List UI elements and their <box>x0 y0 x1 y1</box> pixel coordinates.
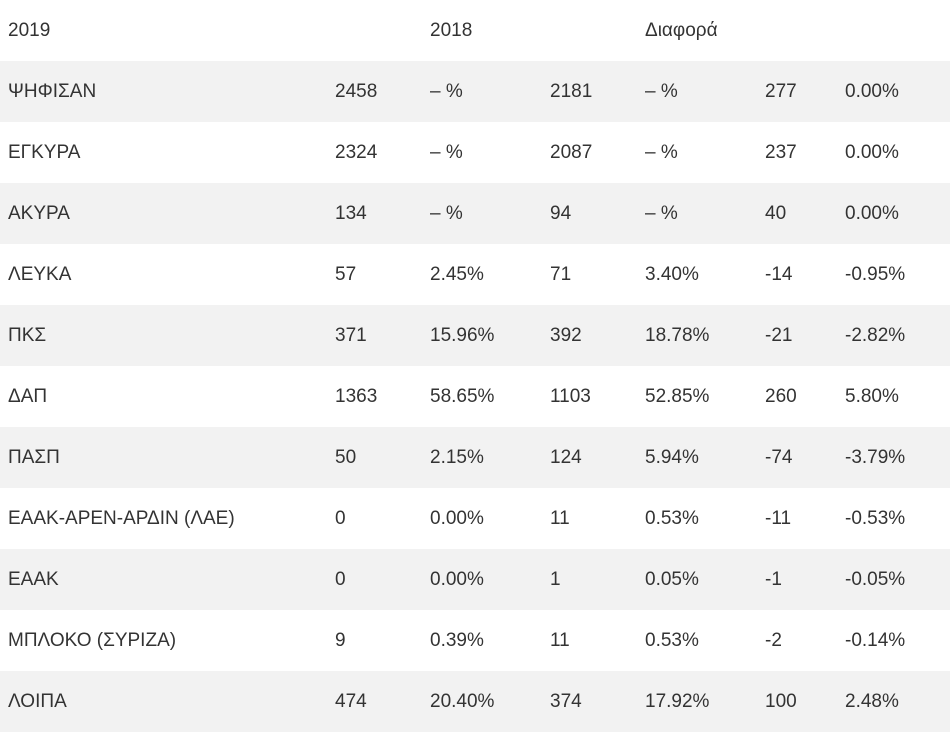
percent-2018: 17.92% <box>637 671 757 732</box>
percent-2019: 0.00% <box>430 507 484 529</box>
table-row: ΠΑΣΠ 50 2.15% 124 5.94% -74 -3.79% <box>0 427 950 488</box>
votes-2018: 2087 <box>550 141 593 163</box>
table-row: ΜΠΛΟΚΟ (ΣΥΡΙΖΑ) 9 0.39% 11 0.53% -2 -0.14% <box>0 610 950 671</box>
votes-difference: 40 <box>757 183 837 244</box>
row-label: ΕΓΚΥΡΑ <box>8 141 81 163</box>
row-label: ΔΑΠ <box>8 385 48 407</box>
votes-2019: 1363 <box>335 385 378 407</box>
votes-2018: 392 <box>542 305 637 366</box>
table-row: ΕΑΑΚ-ΑΡΕΝ-ΑΡΔΙΝ (ΛΑΕ) 0 0.00% 11 0.53% -11 -0.… <box>0 488 950 549</box>
votes-difference: -1 <box>757 549 837 610</box>
row-label: ΛΕΥΚΑ <box>8 263 72 285</box>
percent-2019: 15.96% <box>422 305 542 366</box>
percent-2018: – % <box>645 141 678 163</box>
votes-2019: 2458 <box>327 61 422 122</box>
votes-2019: 134 <box>327 183 422 244</box>
votes-2019: 0 <box>335 507 346 529</box>
table-row: ΛΟΙΠΑ 474 20.40% 374 17.92% 100 2.48% <box>0 671 950 732</box>
percent-2018: 3.40% <box>645 263 699 285</box>
votes-difference: -2 <box>765 629 782 651</box>
votes-2018: 2181 <box>542 61 637 122</box>
percent-2019: 20.40% <box>422 671 542 732</box>
percent-2019: – % <box>422 183 542 244</box>
votes-2018: 11 <box>550 507 570 529</box>
percent-2018: – % <box>637 183 757 244</box>
row-label: ΛΟΙΠΑ <box>0 671 327 732</box>
table-row: ΕΑΑΚ 0 0.00% 1 0.05% -1 -0.05% <box>0 549 950 610</box>
votes-2019: 57 <box>335 263 357 285</box>
percent-difference: -0.14% <box>845 629 906 651</box>
votes-2018: 374 <box>542 671 637 732</box>
percent-2018: 0.53% <box>645 507 699 529</box>
percent-2019: 2.15% <box>422 427 542 488</box>
votes-2019: 2324 <box>335 141 378 163</box>
row-label: ΑΚΥΡΑ <box>0 183 327 244</box>
percent-difference: 5.80% <box>845 385 899 407</box>
percent-difference: 0.00% <box>837 61 950 122</box>
percent-difference: -0.95% <box>845 263 906 285</box>
votes-2018: 11 <box>550 629 570 651</box>
percent-2019: – % <box>422 61 542 122</box>
percent-2018: 18.78% <box>637 305 757 366</box>
row-label: ΠΑΣΠ <box>0 427 327 488</box>
percent-2018: – % <box>637 61 757 122</box>
percent-2018: 52.85% <box>645 385 710 407</box>
votes-difference: -11 <box>765 507 792 529</box>
percent-2018: 0.05% <box>637 549 757 610</box>
header-empty-cell <box>542 0 637 61</box>
table-row: ΠΚΣ 371 15.96% 392 18.78% -21 -2.82% <box>0 305 950 366</box>
votes-difference: -21 <box>757 305 837 366</box>
votes-2019: 50 <box>327 427 422 488</box>
votes-difference: 237 <box>765 141 797 163</box>
percent-difference: -2.82% <box>837 305 950 366</box>
votes-2018: 94 <box>542 183 637 244</box>
percent-2019: 2.45% <box>430 263 484 285</box>
header-difference: Διαφορά <box>645 19 718 41</box>
votes-2018: 1103 <box>550 385 591 407</box>
row-label: ΕΑΑΚ-ΑΡΕΝ-ΑΡΔΙΝ (ΛΑΕ) <box>8 507 235 529</box>
header-year-2019: 2019 <box>8 19 51 41</box>
percent-2018: 5.94% <box>637 427 757 488</box>
percent-2018: 0.53% <box>645 629 699 651</box>
votes-difference: 260 <box>765 385 797 407</box>
percent-difference: 2.48% <box>837 671 950 732</box>
table-row: ΕΓΚΥΡΑ 2324 – % 2087 – % 237 0.00% <box>0 122 950 183</box>
table-header-row: 2019 2018 Διαφορά <box>0 0 950 61</box>
table-row: ΔΑΠ 1363 58.65% 1103 52.85% 260 5.80% <box>0 366 950 427</box>
votes-2019: 371 <box>327 305 422 366</box>
percent-difference: 0.00% <box>845 141 899 163</box>
row-label: ΜΠΛΟΚΟ (ΣΥΡΙΖΑ) <box>8 629 177 651</box>
row-label: ΠΚΣ <box>0 305 327 366</box>
votes-difference: -14 <box>765 263 793 285</box>
percent-2019: 58.65% <box>430 385 495 407</box>
table-row: ΑΚΥΡΑ 134– % 94– % 40 0.00% <box>0 183 950 244</box>
votes-2019: 474 <box>327 671 422 732</box>
votes-2019: 0 <box>327 549 422 610</box>
votes-2018: 1 <box>542 549 637 610</box>
votes-2018: 124 <box>542 427 637 488</box>
row-label: ΨΗΦΙΣΑΝ <box>0 61 327 122</box>
table-row: ΨΗΦΙΣΑΝ 2458– % 2181– % 277 0.00% <box>0 61 950 122</box>
row-label: ΕΑΑΚ <box>0 549 327 610</box>
votes-difference: 100 <box>757 671 837 732</box>
header-empty-cell <box>327 0 422 61</box>
votes-difference: 277 <box>757 61 837 122</box>
votes-2018: 71 <box>550 263 572 285</box>
percent-difference: -3.79% <box>837 427 950 488</box>
votes-2019: 9 <box>335 629 346 651</box>
percent-difference: -0.53% <box>845 507 906 529</box>
votes-difference: -74 <box>757 427 837 488</box>
percent-difference: 0.00% <box>837 183 950 244</box>
percent-2019: – % <box>430 141 463 163</box>
percent-2019: 0.00% <box>422 549 542 610</box>
table-row: ΛΕΥΚΑ 57 2.45% 71 3.40% -14 -0.95% <box>0 244 950 305</box>
header-empty-cell <box>757 0 837 61</box>
header-empty-cell <box>837 0 950 61</box>
header-year-2018: 2018 <box>430 19 473 41</box>
percent-difference: -0.05% <box>837 549 950 610</box>
percent-2019: 0.39% <box>430 629 484 651</box>
